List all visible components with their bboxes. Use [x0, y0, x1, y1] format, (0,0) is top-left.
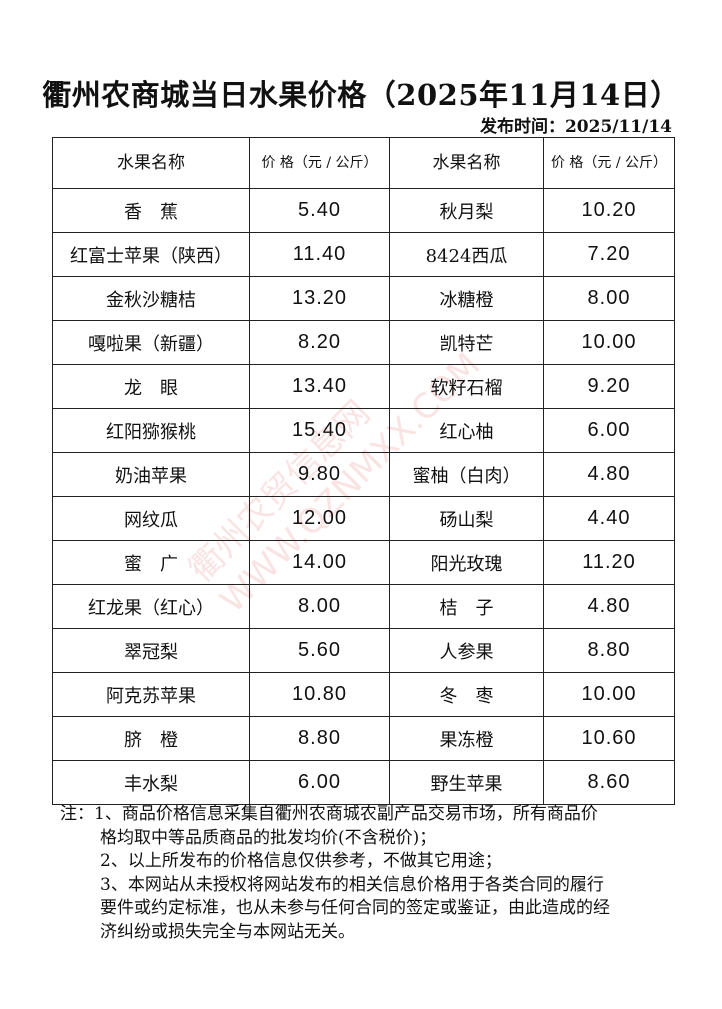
fruit-name-cell: 秋月梨 [389, 188, 544, 233]
fruit-name-cell: 脐 橙 [52, 716, 250, 761]
price-table: 水果名称 价 格（元 / 公斤） 水果名称 价 格（元 / 公斤） 香 蕉 5.4… [52, 137, 675, 805]
fruit-name-cell: 果冻橙 [389, 716, 544, 761]
table-row: 蜜 广 14.00 阳光玫瑰 11.20 [52, 540, 675, 585]
table-row: 丰水梨 6.00 野生苹果 8.60 [52, 760, 675, 805]
price-cell: 6.00 [543, 408, 675, 453]
table-row: 阿克苏苹果 10.80 冬 枣 10.00 [52, 672, 675, 717]
price-cell: 10.00 [543, 320, 675, 365]
fruit-name-cell: 红心柚 [389, 408, 544, 453]
price-cell: 8.60 [543, 760, 675, 805]
price-cell: 4.80 [543, 452, 675, 497]
page-title: 衢州农商城当日水果价格（2025年11月14日） [42, 78, 680, 112]
fruit-name-cell: 网纹瓜 [52, 496, 250, 541]
price-cell: 8.80 [249, 716, 390, 761]
table-row: 翠冠梨 5.60 人参果 8.80 [52, 628, 675, 673]
price-cell: 8.00 [249, 584, 390, 629]
header-price: 价 格（元 / 公斤） [543, 137, 675, 189]
price-cell: 13.40 [249, 364, 390, 409]
table-row: 红龙果（红心） 8.00 桔 子 4.80 [52, 584, 675, 629]
price-cell: 7.20 [543, 232, 675, 277]
price-cell: 11.20 [543, 540, 675, 585]
price-cell: 13.20 [249, 276, 390, 321]
price-cell: 15.40 [249, 408, 390, 453]
price-cell: 4.80 [543, 584, 675, 629]
fruit-name-cell: 香 蕉 [52, 188, 250, 233]
price-cell: 10.60 [543, 716, 675, 761]
fruit-name-cell: 阳光玫瑰 [389, 540, 544, 585]
price-cell: 8.20 [249, 320, 390, 365]
price-cell: 10.00 [543, 672, 675, 717]
price-cell: 14.00 [249, 540, 390, 585]
fruit-name-cell: 砀山梨 [389, 496, 544, 541]
note-line: 要件或约定标准，也从未参与任何合同的签定或鉴证，由此造成的经 [100, 898, 610, 918]
table-row: 金秋沙糖桔 13.20 冰糖橙 8.00 [52, 276, 675, 321]
header-fruit-name: 水果名称 [389, 137, 544, 189]
fruit-name-cell: 红阳猕猴桃 [52, 408, 250, 453]
note-line: 3、本网站从未授权将网站发布的相关信息价格用于各类合同的履行 [100, 874, 604, 895]
fruit-name-cell: 翠冠梨 [52, 628, 250, 673]
fruit-name-cell: 阿克苏苹果 [52, 672, 250, 717]
price-cell: 12.00 [249, 496, 390, 541]
fruit-name-cell: 凯特芒 [389, 320, 544, 365]
price-cell: 9.80 [249, 452, 390, 497]
price-cell: 9.20 [543, 364, 675, 409]
fruit-name-cell: 嘎啦果（新疆） [52, 320, 250, 365]
fruit-name-cell: 丰水梨 [52, 760, 250, 805]
fruit-name-cell: 红龙果（红心） [52, 584, 250, 629]
notes: 注：1、商品价格信息采集自衢州农商城农副产品交易市场，所有商品价 格均取中等品质… [60, 803, 680, 944]
price-cell: 5.40 [249, 188, 390, 233]
note-line: 2、以上所发布的价格信息仅供参考，不做其它用途； [100, 851, 502, 871]
fruit-name-cell: 桔 子 [389, 584, 544, 629]
table-row: 网纹瓜 12.00 砀山梨 4.40 [52, 496, 675, 541]
fruit-name-cell: 冰糖橙 [389, 276, 544, 321]
table-row: 红富士苹果（陕西） 11.40 8424西瓜 7.20 [52, 232, 675, 277]
fruit-name-cell: 龙 眼 [52, 364, 250, 409]
price-cell: 5.60 [249, 628, 390, 673]
fruit-name-cell: 人参果 [389, 628, 544, 673]
fruit-name-cell: 金秋沙糖桔 [52, 276, 250, 321]
fruit-name-cell: 8424西瓜 [389, 232, 544, 277]
price-cell: 10.20 [543, 188, 675, 233]
table-row: 嘎啦果（新疆） 8.20 凯特芒 10.00 [52, 320, 675, 365]
fruit-name-cell: 红富士苹果（陕西） [52, 232, 250, 277]
fruit-name-cell: 蜜柚（白肉） [389, 452, 544, 497]
price-cell: 6.00 [249, 760, 390, 805]
note-line: 格均取中等品质商品的批发均价(不含税价)； [100, 827, 437, 848]
fruit-name-cell: 野生苹果 [389, 760, 544, 805]
price-cell: 11.40 [249, 232, 390, 277]
table-header-row: 水果名称 价 格（元 / 公斤） 水果名称 价 格（元 / 公斤） [52, 137, 675, 189]
fruit-name-cell: 奶油苹果 [52, 452, 250, 497]
fruit-name-cell: 软籽石榴 [389, 364, 544, 409]
price-cell: 8.80 [543, 628, 675, 673]
table-row: 红阳猕猴桃 15.40 红心柚 6.00 [52, 408, 675, 453]
header-price: 价 格（元 / 公斤） [249, 137, 390, 189]
table-row: 龙 眼 13.40 软籽石榴 9.20 [52, 364, 675, 409]
price-cell: 4.40 [543, 496, 675, 541]
fruit-name-cell: 蜜 广 [52, 540, 250, 585]
price-cell: 8.00 [543, 276, 675, 321]
table-row: 香 蕉 5.40 秋月梨 10.20 [52, 188, 675, 233]
fruit-name-cell: 冬 枣 [389, 672, 544, 717]
header-fruit-name: 水果名称 [52, 137, 250, 189]
note-line: 注：1、商品价格信息采集自衢州农商城农副产品交易市场，所有商品价 [60, 804, 598, 824]
publish-time: 发布时间：2025/11/14 [479, 117, 672, 137]
table-row: 脐 橙 8.80 果冻橙 10.60 [52, 716, 675, 761]
table-row: 奶油苹果 9.80 蜜柚（白肉） 4.80 [52, 452, 675, 497]
price-cell: 10.80 [249, 672, 390, 717]
note-line: 济纠纷或损失完全与本网站无关。 [100, 921, 355, 942]
